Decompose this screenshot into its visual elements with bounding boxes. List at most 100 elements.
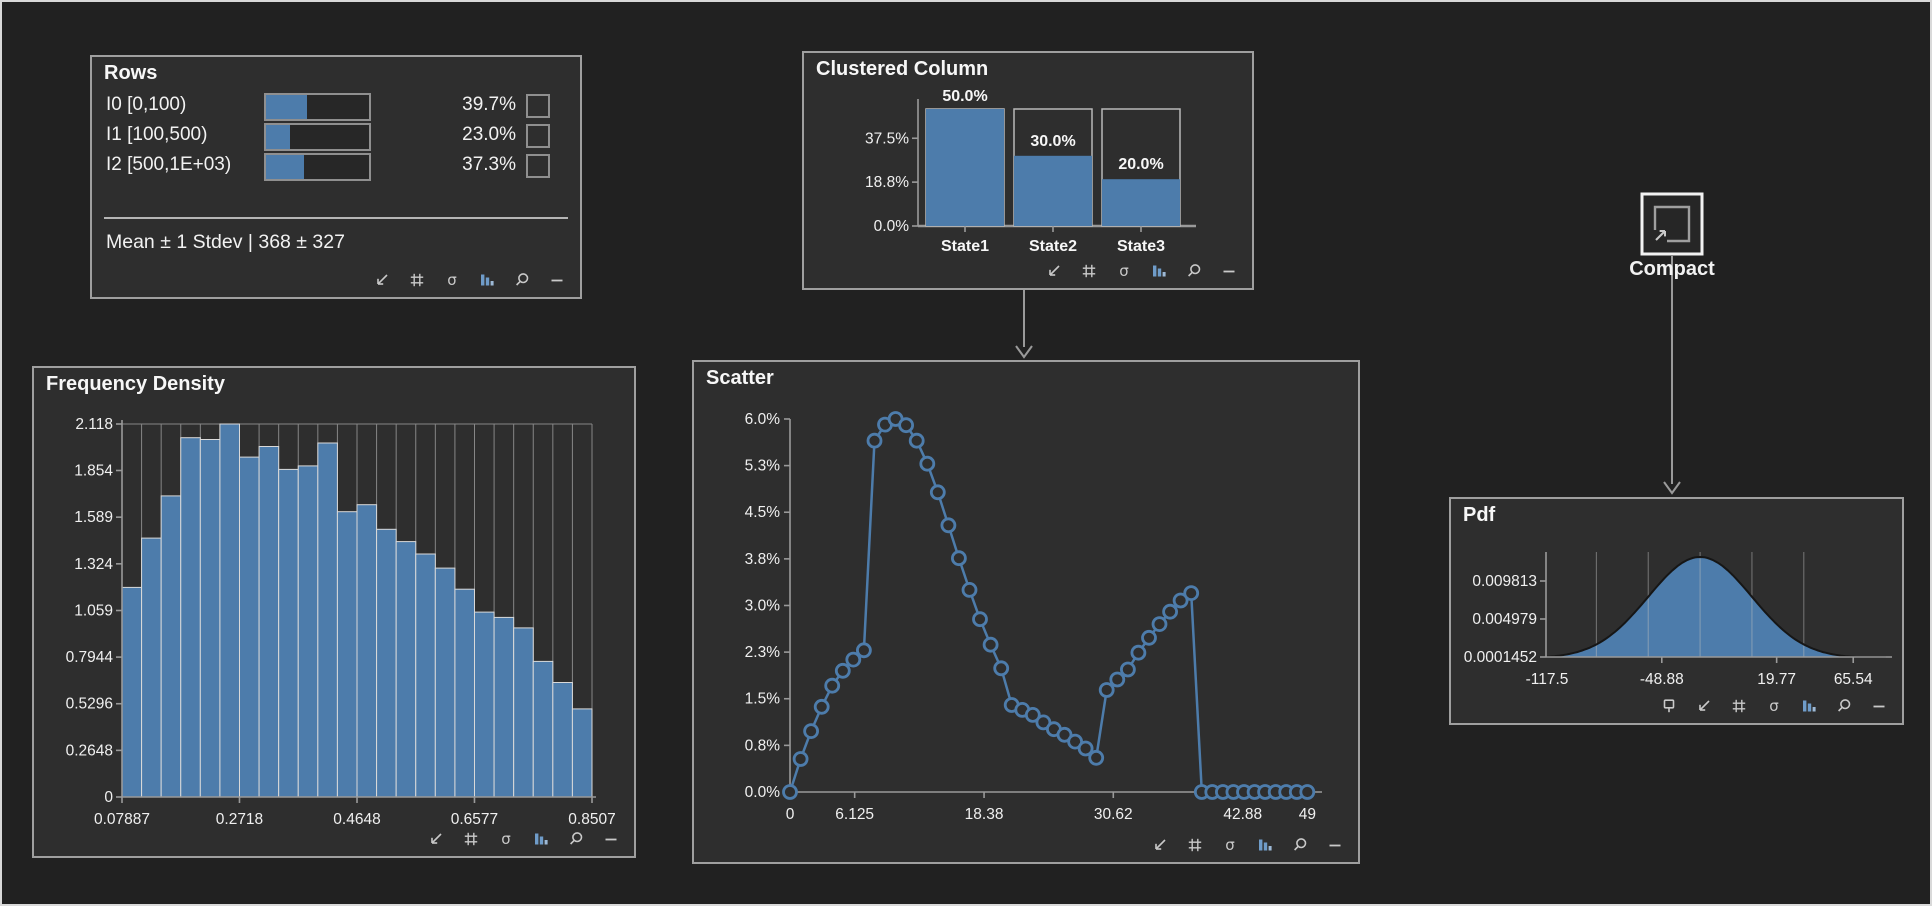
row-label: I2 [500,1E+03)	[106, 154, 232, 175]
pdf-panel[interactable]: Pdf 0.0001452 0.004979 0.009813 -117.5 -48.8…	[1449, 497, 1904, 725]
svg-text:2.3%: 2.3%	[745, 644, 781, 661]
grid-icon[interactable]	[462, 830, 480, 848]
svg-text:20.0%: 20.0%	[1118, 156, 1163, 173]
distribution-row: I2 [500,1E+03) 37.3%	[106, 151, 566, 181]
panel-toolbar: σ	[1660, 696, 1888, 716]
bar-chart-icon[interactable]	[478, 271, 496, 289]
sigma-icon[interactable]: σ	[497, 830, 515, 848]
resize-icon[interactable]	[1695, 697, 1713, 715]
row-probability-fill	[266, 155, 305, 179]
panel-toolbar: σ	[1151, 835, 1344, 855]
minimize-icon[interactable]	[1326, 836, 1344, 854]
zoom-icon[interactable]	[1291, 836, 1309, 854]
separator	[104, 217, 568, 219]
grid-icon[interactable]	[1730, 697, 1748, 715]
minimize-icon[interactable]	[548, 271, 566, 289]
panel-title: Pdf	[1463, 504, 1496, 526]
grid-icon[interactable]	[1080, 262, 1098, 280]
svg-text:σ: σ	[447, 271, 457, 289]
svg-text:0.2718: 0.2718	[216, 811, 263, 828]
svg-text:1.324: 1.324	[74, 556, 113, 573]
svg-text:0.2648: 0.2648	[66, 742, 113, 759]
zoom-icon[interactable]	[567, 830, 585, 848]
row-checkbox[interactable]	[526, 94, 550, 118]
frequency-density-chart: 0 0.2648 0.5296 0.7944 1.059 1.324 1.589 1.854 2…	[66, 416, 616, 828]
svg-text:1.5%: 1.5%	[745, 691, 781, 708]
row-probability-bar	[264, 123, 371, 151]
panel-title: Rows	[104, 62, 158, 84]
sigma-icon[interactable]: σ	[1221, 836, 1239, 854]
svg-text:State3: State3	[1117, 238, 1165, 255]
compact-label: Compact	[1629, 258, 1715, 280]
pin-icon[interactable]	[1660, 697, 1678, 715]
svg-text:State2: State2	[1029, 238, 1077, 255]
sigma-icon[interactable]: σ	[1765, 697, 1783, 715]
svg-text:5.3%: 5.3%	[745, 458, 781, 475]
svg-text:30.62: 30.62	[1094, 806, 1133, 823]
svg-text:49: 49	[1299, 806, 1316, 823]
svg-text:4.5%: 4.5%	[745, 504, 781, 521]
svg-text:42.88: 42.88	[1223, 806, 1262, 823]
clustered-column-panel[interactable]: Clustered Column 0.0% 18.8% 37.5% 50.0% Stat…	[802, 51, 1254, 290]
clustered-column-chart: 0.0% 18.8% 37.5% 50.0% State1 30.0% State2 20.0…	[865, 88, 1196, 255]
resize-icon[interactable]	[1045, 262, 1063, 280]
row-checkbox[interactable]	[526, 154, 550, 178]
bar-chart-icon[interactable]	[1256, 836, 1274, 854]
row-percent: 39.7%	[462, 94, 516, 115]
sigma-icon[interactable]: σ	[443, 271, 461, 289]
minimize-icon[interactable]	[602, 830, 620, 848]
scatter-chart: 0.0% 0.8% 1.5% 2.3% 3.0% 3.8% 4.5% 5.3% 6.0% 0 6.1…	[745, 411, 1322, 823]
arrow-down-icon	[1015, 345, 1033, 359]
rows-list: I0 [0,100) 39.7% I1 [100,500) 23.0% I2 [500,…	[106, 91, 566, 181]
resize-icon[interactable]	[1151, 836, 1169, 854]
bar-chart-icon[interactable]	[1150, 262, 1168, 280]
svg-text:3.8%: 3.8%	[745, 551, 781, 568]
row-probability-bar	[264, 93, 371, 121]
svg-text:0.0%: 0.0%	[745, 784, 781, 801]
svg-text:-48.88: -48.88	[1640, 671, 1684, 688]
svg-text:1.589: 1.589	[74, 509, 113, 526]
svg-text:19.77: 19.77	[1757, 671, 1796, 688]
bar-chart-icon[interactable]	[532, 830, 550, 848]
row-checkbox[interactable]	[526, 124, 550, 148]
svg-text:0.8%: 0.8%	[745, 737, 781, 754]
svg-text:18.38: 18.38	[965, 806, 1004, 823]
svg-text:3.0%: 3.0%	[745, 597, 781, 614]
compact-node[interactable]: Compact	[1629, 192, 1715, 280]
zoom-icon[interactable]	[513, 271, 531, 289]
sigma-icon[interactable]: σ	[1115, 262, 1133, 280]
svg-text:0.0001452: 0.0001452	[1464, 649, 1537, 666]
minimize-icon[interactable]	[1870, 697, 1888, 715]
svg-text:σ: σ	[501, 830, 511, 848]
grid-icon[interactable]	[1186, 836, 1204, 854]
svg-text:6.0%: 6.0%	[745, 411, 781, 428]
svg-text:-117.5: -117.5	[1526, 671, 1569, 688]
svg-text:18.8%: 18.8%	[865, 174, 909, 191]
zoom-icon[interactable]	[1835, 697, 1853, 715]
row-label: I1 [100,500)	[106, 124, 208, 145]
arrow-down-icon	[1663, 481, 1681, 495]
svg-text:0.004979: 0.004979	[1472, 611, 1537, 628]
svg-text:0.5296: 0.5296	[66, 696, 113, 713]
panel-toolbar: σ	[373, 270, 566, 290]
zoom-icon[interactable]	[1185, 262, 1203, 280]
minimize-icon[interactable]	[1220, 262, 1238, 280]
row-percent: 37.3%	[462, 154, 516, 175]
grid-icon[interactable]	[408, 271, 426, 289]
resize-icon[interactable]	[373, 271, 391, 289]
rows-panel[interactable]: Rows I0 [0,100) 39.7% I1 [100,500) 23.0% I2 …	[90, 55, 582, 299]
svg-text:1.854: 1.854	[74, 462, 113, 479]
scatter-panel[interactable]: Scatter 0.0% 0.8% 1.5% 2.3% 3.0% 3.8% 4.5% 5.3%…	[692, 360, 1360, 864]
frequency-density-panel[interactable]: Frequency Density 0 0.2648 0.5296 0.7944 1.0…	[32, 366, 636, 858]
svg-text:σ: σ	[1225, 836, 1235, 854]
resize-icon[interactable]	[427, 830, 445, 848]
bar-chart-icon[interactable]	[1800, 697, 1818, 715]
svg-text:50.0%: 50.0%	[942, 88, 987, 105]
svg-text:30.0%: 30.0%	[1030, 133, 1075, 150]
svg-text:1.059: 1.059	[74, 603, 113, 620]
distribution-row: I0 [0,100) 39.7%	[106, 91, 566, 121]
panel-toolbar: σ	[1045, 261, 1238, 281]
svg-text:0.7944: 0.7944	[66, 649, 114, 666]
panel-title: Frequency Density	[46, 373, 225, 395]
svg-text:37.5%: 37.5%	[865, 130, 909, 147]
